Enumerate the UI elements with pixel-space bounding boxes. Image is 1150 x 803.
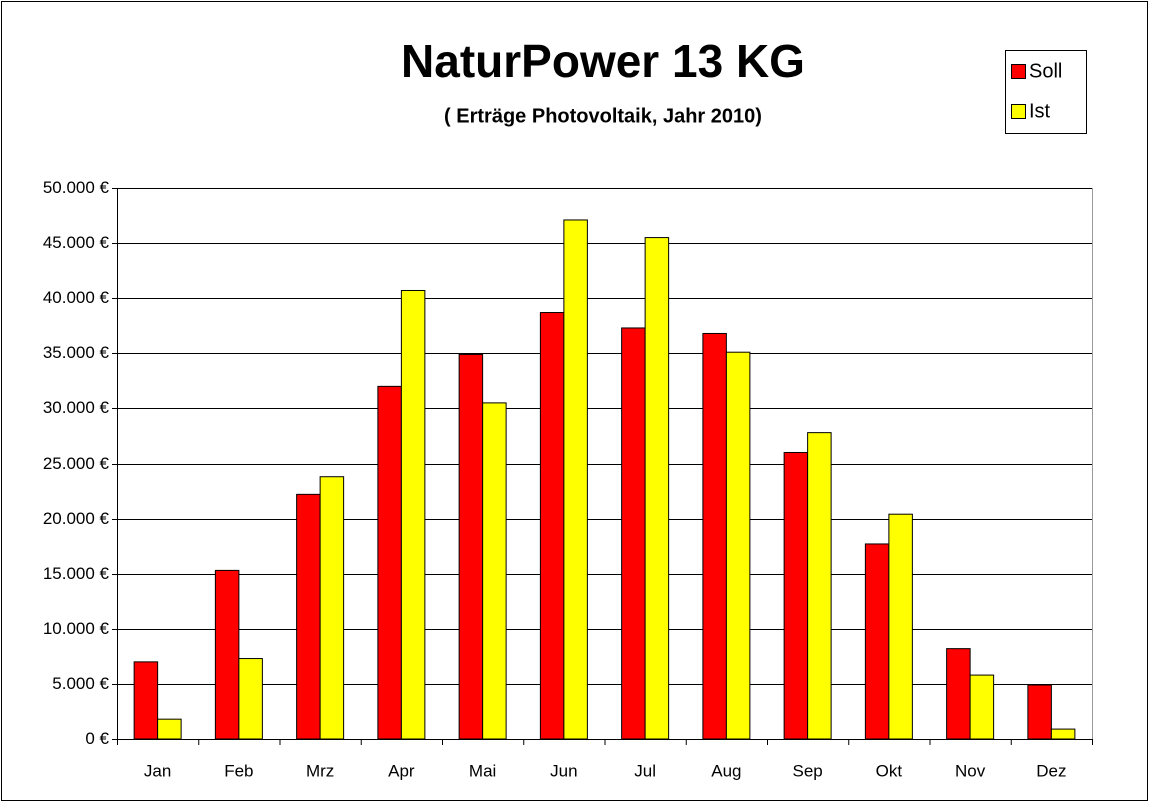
bar: [458, 353, 484, 740]
bar: [702, 332, 727, 740]
bar: [807, 432, 832, 740]
x-tick-label: Sep: [793, 761, 823, 780]
bar: [644, 237, 670, 740]
y-tick-label: 50.000 €: [43, 178, 110, 197]
bar: [400, 289, 426, 740]
bar: [296, 493, 321, 740]
bar: [539, 312, 565, 740]
y-tick-label: 40.000 €: [43, 288, 110, 307]
x-tick-label: Feb: [224, 761, 253, 780]
x-tick-label: Dez: [1036, 761, 1066, 780]
legend-swatch: [1011, 64, 1026, 79]
bar: [319, 476, 345, 740]
bar: [1050, 728, 1076, 740]
bar: [946, 648, 971, 740]
y-tick-label: 35.000 €: [43, 343, 110, 362]
x-tick-label: Mrz: [306, 761, 334, 780]
bar: [563, 219, 588, 740]
y-tick-label: 15.000 €: [43, 564, 110, 583]
bar: [1027, 684, 1052, 740]
bar: [864, 543, 890, 740]
y-tick-label: 45.000 €: [43, 233, 110, 252]
bar: [157, 718, 182, 740]
y-tick-label: 25.000 €: [43, 454, 110, 473]
x-tick-label: Jun: [550, 761, 577, 780]
x-tick-label: Jul: [634, 761, 656, 780]
x-tick-label: Nov: [955, 761, 986, 780]
y-tick-label: 20.000 €: [43, 509, 110, 528]
y-tick-label: 30.000 €: [43, 398, 110, 417]
x-tick-label: Jan: [144, 761, 171, 780]
bar: [969, 674, 995, 740]
x-tick-label: Okt: [876, 761, 903, 780]
x-tick-label: Mai: [469, 761, 496, 780]
bar: [621, 327, 646, 740]
legend-label: Soll: [1029, 60, 1062, 82]
y-tick-label: 5.000 €: [52, 674, 109, 693]
chart-subtitle: ( Erträge Photovoltaik, Jahr 2010): [444, 105, 762, 127]
y-tick-label: 10.000 €: [43, 619, 110, 638]
chart-title: NaturPower 13 KG: [401, 35, 805, 87]
bar: [725, 351, 751, 740]
bar: [783, 451, 809, 740]
y-tick-label: 0 €: [85, 729, 109, 748]
bar: [133, 661, 159, 740]
x-tick-label: Apr: [388, 761, 415, 780]
x-tick-label: Aug: [711, 761, 741, 780]
bar: [377, 385, 402, 740]
bar: [482, 402, 507, 740]
legend-swatch: [1011, 104, 1026, 119]
bar: [888, 513, 913, 740]
legend-label: Ist: [1029, 100, 1051, 122]
bar: [214, 569, 240, 740]
bar: [238, 658, 263, 740]
